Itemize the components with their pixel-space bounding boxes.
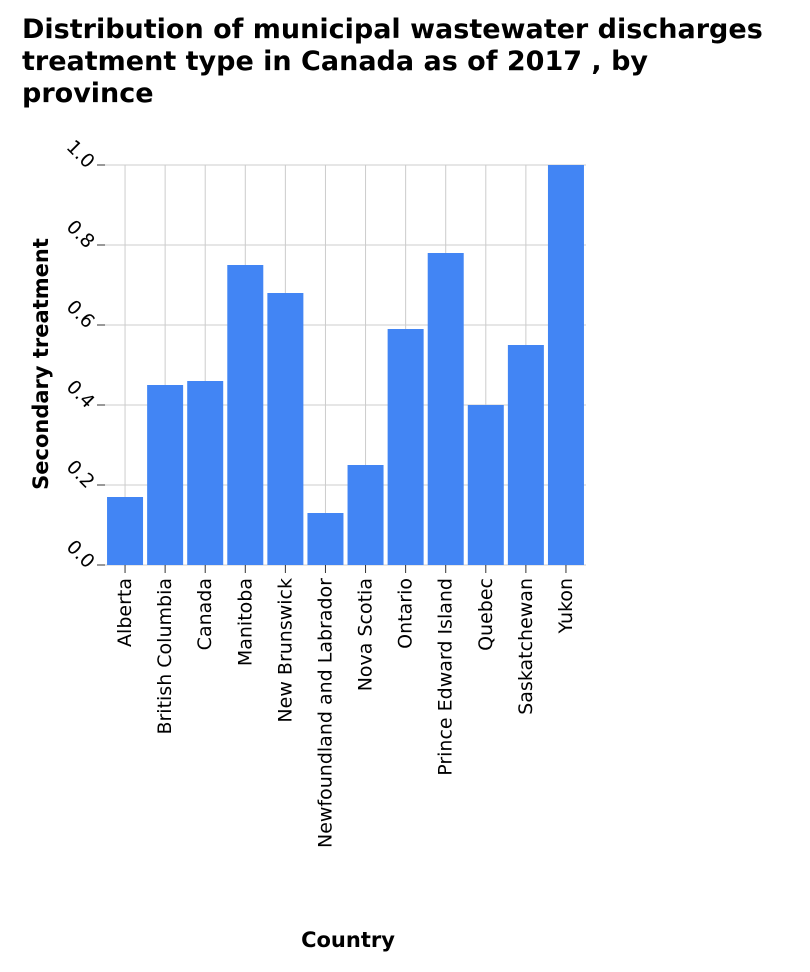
x-tick-label: Alberta (114, 578, 136, 647)
x-tick-label: British Columbia (154, 578, 176, 735)
bar-new-brunswick (267, 293, 304, 565)
y-axis-title: Secondary treatment (29, 238, 53, 490)
bar-quebec (467, 405, 504, 565)
bar-british-columbia (147, 385, 184, 565)
bar-yukon (547, 165, 584, 565)
x-tick-label: Quebec (475, 578, 497, 651)
x-tick-label: Canada (194, 578, 216, 650)
x-axis-title: Country (301, 928, 395, 952)
x-tick-label: Saskatchewan (515, 578, 537, 715)
y-tick-label: 0.6 (62, 296, 99, 333)
y-tick-label: 0.0 (62, 536, 99, 573)
y-tick-label: 1.0 (62, 136, 99, 173)
y-tick-label: 0.2 (62, 456, 99, 493)
bars (107, 165, 584, 565)
bar-saskatchewan (507, 345, 544, 565)
x-tick-label: Newfoundland and Labrador (314, 578, 336, 848)
bar-ontario (387, 329, 424, 565)
bar-alberta (107, 497, 144, 565)
bar-newfoundland-and-labrador (307, 513, 344, 565)
x-tick-label: New Brunswick (274, 578, 296, 723)
y-tick-label: 0.8 (62, 216, 99, 253)
x-tick-label: Nova Scotia (355, 578, 377, 691)
bar-prince-edward-island (427, 253, 464, 565)
chart-title-line-3: province (22, 78, 154, 109)
chart-title: Distribution of municipal wastewater dis… (22, 14, 802, 110)
x-tick-label: Ontario (395, 578, 417, 649)
x-tick-label: Yukon (555, 578, 577, 634)
chart-title-line-1: Distribution of municipal wastewater dis… (22, 14, 763, 45)
chart-title-line-2: treatment type in Canada as of 2017 , by (22, 46, 648, 77)
bar-nova-scotia (347, 465, 384, 565)
x-tick-label: Prince Edward Island (435, 578, 457, 776)
bar-canada (187, 381, 224, 565)
x-tick-label: Manitoba (234, 578, 256, 666)
bar-manitoba (227, 265, 264, 565)
y-tick-label: 0.4 (62, 376, 99, 413)
